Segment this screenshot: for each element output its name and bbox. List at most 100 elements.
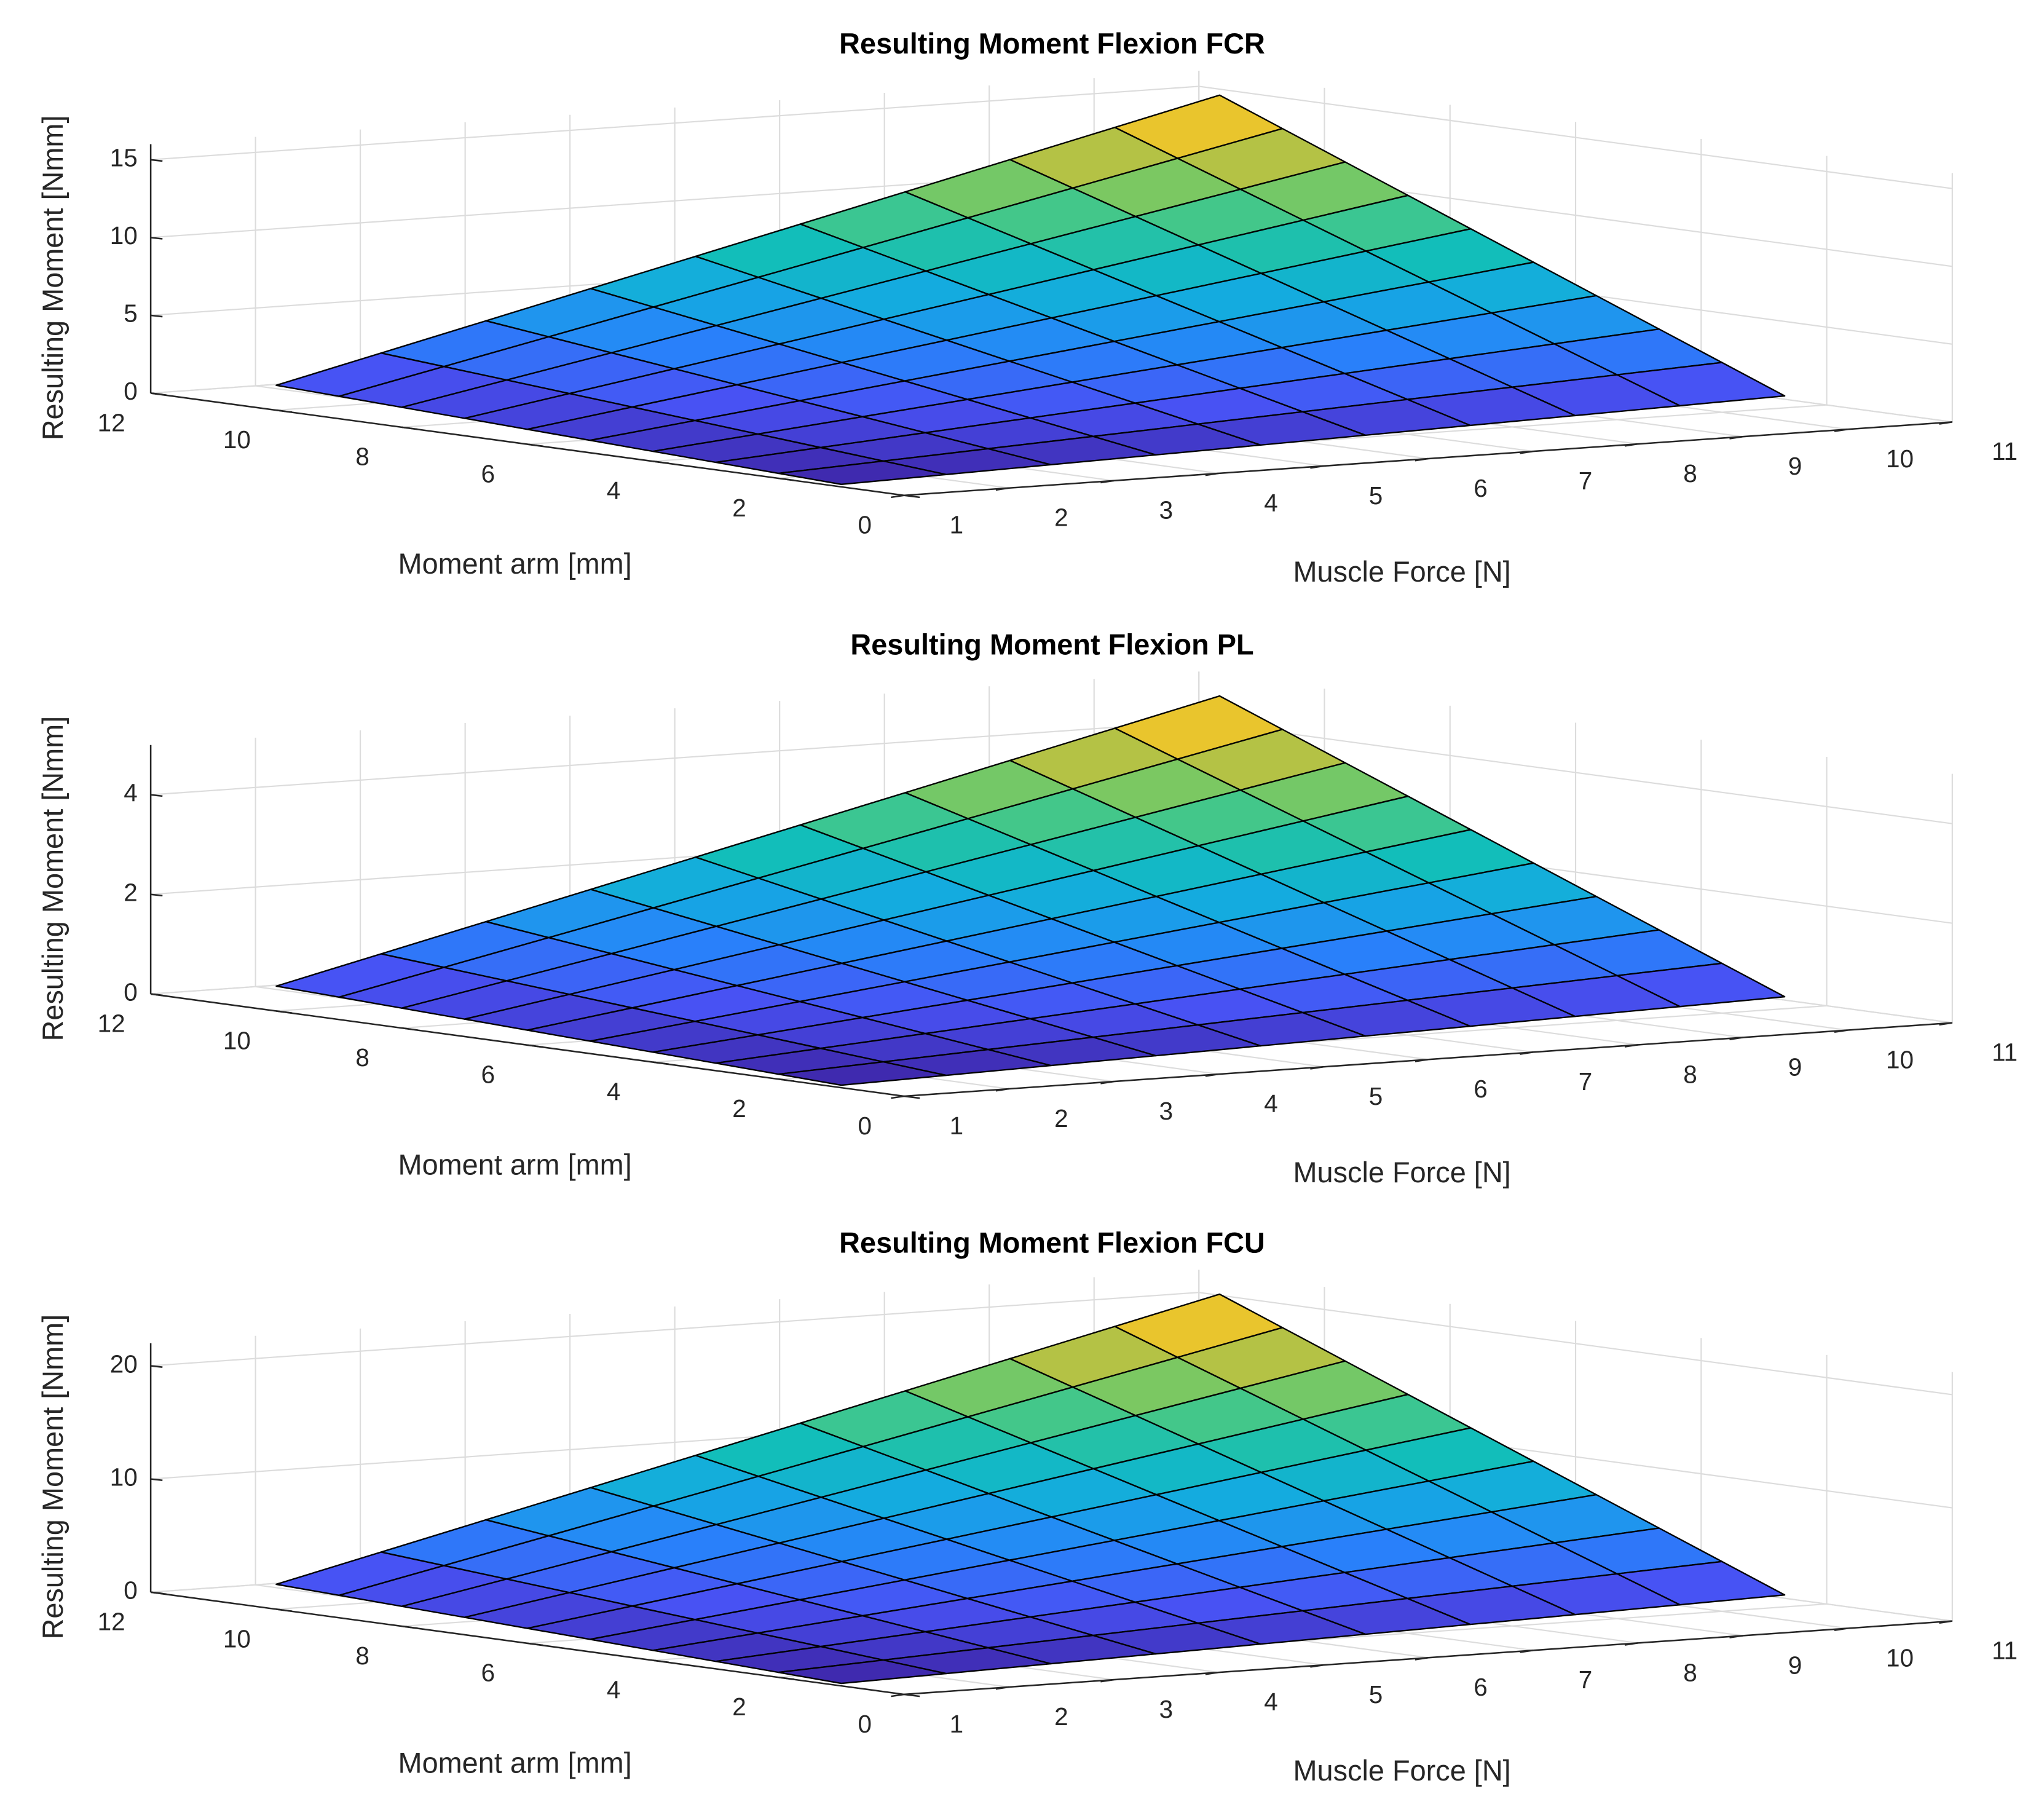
x-tick-label: 1 [950,511,964,539]
x-tick-label: 4 [1264,1688,1278,1716]
x-tick-label: 7 [1579,1067,1593,1096]
x-tick [1520,1650,1533,1653]
x-tick [1624,1044,1638,1048]
x-tick-label: 6 [1474,474,1488,502]
y-axis-label: Moment arm [mm] [398,1747,632,1779]
y-tick [527,443,543,448]
x-tick [1100,480,1114,484]
y-tick-label: 0 [858,1112,872,1140]
y-tick-label: 4 [607,1675,621,1704]
x-tick [1729,1635,1743,1638]
x-tick [1205,472,1219,476]
x-tick [891,1693,904,1697]
y-tick [778,1078,795,1082]
y-tick [276,1010,293,1014]
x-tick-label: 8 [1683,1658,1697,1686]
surface-cell [778,460,947,485]
z-tick [150,1478,163,1482]
x-tick [1415,457,1429,462]
x-tick [891,494,904,499]
y-tick [401,1027,418,1031]
y-tick [652,460,669,464]
y-tick-label: 8 [355,443,369,471]
x-tick-label: 5 [1369,1680,1383,1709]
y-tick-label: 0 [858,511,872,539]
chart-title: Resulting Moment Flexion FCU [839,1227,1265,1259]
x-tick-label: 6 [1474,1075,1488,1103]
z-axis-label: Resulting Moment [Nmm] [37,716,69,1041]
y-tick [652,1061,669,1065]
x-tick-label: 8 [1683,1060,1697,1088]
grid-line [151,85,1199,160]
z-tick-label: 0 [124,978,138,1006]
x-tick [1415,1657,1429,1661]
y-axis-label: Moment arm [mm] [398,1148,632,1180]
x-tick-label: 11 [1992,1038,2018,1066]
chart-title: Resulting Moment Flexion PL [850,628,1253,660]
x-tick-label: 4 [1264,489,1278,517]
y-tick-label: 2 [732,1693,746,1721]
x-tick-label: 4 [1264,1089,1278,1118]
z-tick-label: 10 [110,1463,138,1491]
z-axis-label: Resulting Moment [Nmm] [37,116,69,441]
y-tick-label: 2 [732,494,746,522]
x-tick-label: 3 [1159,496,1174,524]
z-tick [150,1365,163,1368]
y-tick-label: 6 [481,459,495,488]
z-axis-label: Resulting Moment [Nmm] [37,1314,69,1640]
x-tick [1939,1620,1952,1624]
y-tick [904,494,920,499]
x-tick [1310,1065,1324,1070]
z-tick-label: 2 [124,878,138,906]
y-tick [150,1591,167,1595]
grid-line [151,1292,1199,1367]
y-tick-label: 4 [607,476,621,505]
y-tick-label: 10 [223,425,251,454]
x-tick-label: 3 [1159,1695,1174,1723]
x-tick [1939,1022,1952,1026]
x-axis-label: Muscle Force [N] [1293,1156,1510,1188]
x-tick-label: 10 [1886,1643,1914,1672]
x-tick-label: 9 [1788,452,1802,480]
y-tick-label: 4 [607,1077,621,1105]
x-tick-label: 5 [1369,1082,1383,1110]
x-tick-label: 1 [950,1710,964,1738]
x-tick [1100,1678,1114,1683]
z-tick-label: 15 [110,144,138,172]
z-tick-label: 10 [110,221,138,250]
y-tick [904,1693,920,1697]
x-tick-label: 10 [1886,445,1914,473]
x-tick [995,1686,1009,1690]
grid-line [1199,1292,1952,1396]
z-tick-label: 20 [110,1350,138,1378]
x-tick-label: 7 [1579,467,1593,495]
x-tick-label: 2 [1054,504,1068,532]
x-tick [1520,1051,1533,1055]
x-tick [995,1088,1009,1092]
grid-line [151,721,1199,796]
y-tick-label: 0 [858,1710,872,1738]
x-tick-label: 5 [1369,481,1383,510]
y-tick [150,993,167,997]
y-tick [276,409,293,413]
x-tick [1834,1029,1848,1033]
x-tick [1415,1059,1429,1062]
x-tick [1834,429,1848,432]
x-tick [1624,443,1638,447]
x-tick [1834,1627,1848,1632]
y-tick-label: 12 [98,1010,125,1038]
x-tick [1939,421,1952,425]
y-tick-label: 10 [223,1026,251,1054]
x-tick-label: 2 [1054,1104,1068,1132]
x-tick [1205,1073,1219,1077]
y-tick [778,1676,795,1680]
y-tick [778,477,795,481]
y-tick [276,1608,293,1612]
y-tick [527,1044,543,1048]
x-tick [1729,1037,1743,1040]
y-tick [150,392,167,396]
y-tick-label: 12 [98,408,125,437]
